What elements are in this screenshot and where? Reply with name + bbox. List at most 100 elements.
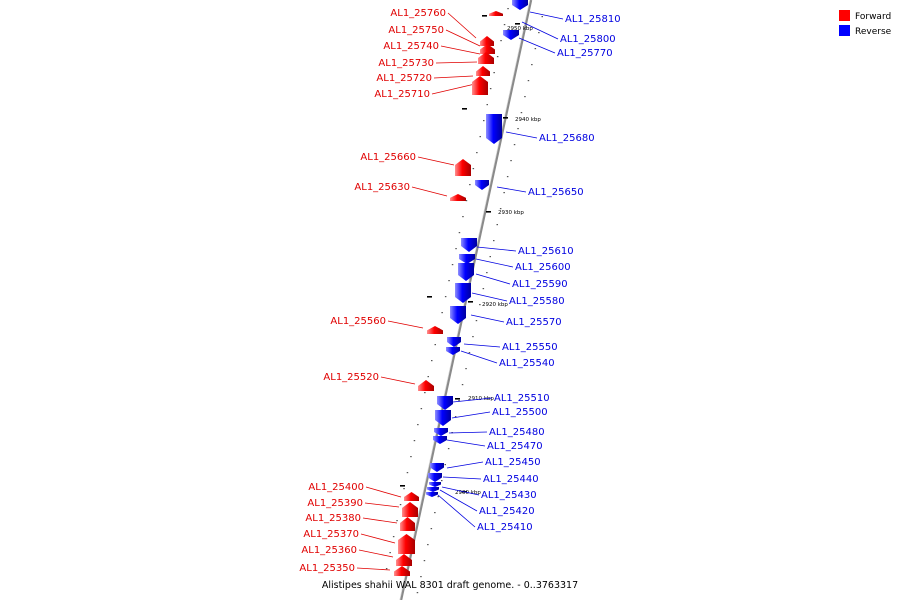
track-dot	[468, 352, 471, 354]
gene-forward-AL1_25750[interactable]	[480, 36, 494, 46]
track-dot	[458, 400, 460, 402]
gene-reverse-AL1_25540[interactable]	[437, 396, 453, 410]
gene-label-forward[interactable]: AL1_25400	[308, 482, 364, 493]
gene-reverse-AL1_25440[interactable]	[429, 482, 441, 487]
track-dot	[382, 584, 384, 586]
gene-reverse-AL1_25770[interactable]	[486, 114, 502, 144]
legend-forward-label: Forward	[855, 12, 891, 22]
track-dot	[531, 64, 533, 66]
gene-forward-AL1_25560[interactable]	[427, 326, 443, 334]
gene-reverse-AL1_25450[interactable]	[428, 473, 442, 482]
gene-forward-AL1_25660[interactable]	[455, 159, 471, 176]
leader-line-forward	[387, 320, 424, 329]
gene-reverse-AL1_25680[interactable]	[475, 180, 489, 190]
gene-label-reverse[interactable]: AL1_25800	[560, 34, 616, 45]
gene-label-reverse[interactable]: AL1_25600	[515, 262, 571, 273]
track-dot	[510, 160, 512, 162]
gene-label-reverse[interactable]: AL1_25480	[489, 427, 545, 438]
gene-label-forward[interactable]: AL1_25630	[354, 182, 410, 193]
track-dot	[427, 376, 429, 378]
gene-reverse-AL1_25810[interactable]	[512, 0, 528, 10]
track-dash	[515, 23, 520, 25]
gene-label-reverse[interactable]: AL1_25540	[499, 358, 555, 369]
gene-label-reverse[interactable]: AL1_25510	[494, 393, 550, 404]
track-dot	[520, 112, 523, 114]
gene-label-forward[interactable]: AL1_25390	[307, 498, 363, 509]
gene-reverse-AL1_25430[interactable]	[427, 487, 439, 492]
gene-label-forward[interactable]: AL1_25740	[383, 41, 439, 52]
gene-label-reverse[interactable]: AL1_25580	[509, 296, 565, 307]
gene-label-reverse[interactable]: AL1_25810	[565, 14, 621, 25]
gene-forward-AL1_25730[interactable]	[478, 52, 494, 64]
track-dot	[482, 288, 485, 290]
gene-label-forward[interactable]: AL1_25750	[388, 25, 444, 36]
gene-label-reverse[interactable]: AL1_25450	[485, 457, 541, 468]
gene-reverse-AL1_25420[interactable]	[426, 492, 438, 497]
gene-label-forward[interactable]: AL1_25380	[305, 513, 361, 524]
gene-label-forward[interactable]: AL1_25360	[301, 545, 357, 556]
track-dash	[468, 301, 473, 303]
gene-label-forward[interactable]: AL1_25560	[330, 316, 386, 327]
track-dot	[489, 88, 492, 90]
gene-label-reverse[interactable]: AL1_25680	[539, 133, 595, 144]
gene-forward-AL1_25350[interactable]	[394, 566, 410, 576]
gene-label-forward[interactable]: AL1_25720	[376, 73, 432, 84]
gene-label-forward[interactable]: AL1_25370	[303, 529, 359, 540]
gene-reverse-AL1_25650[interactable]	[461, 238, 477, 252]
track-dot	[458, 232, 461, 234]
gene-forward-AL1_25390[interactable]	[402, 502, 418, 517]
gene-reverse-AL1_25610[interactable]	[459, 254, 475, 264]
gene-forward-AL1_25710[interactable]	[472, 76, 488, 95]
gene-reverse-AL1_25590[interactable]	[455, 283, 471, 303]
gene-label-reverse[interactable]: AL1_25610	[518, 246, 574, 257]
gene-reverse-AL1_25510[interactable]	[435, 410, 451, 426]
leader-line-reverse	[475, 273, 511, 285]
gene-label-reverse[interactable]: AL1_25430	[481, 490, 537, 501]
gene-reverse-AL1_25470[interactable]	[430, 463, 444, 472]
track-dot	[483, 120, 485, 122]
gene-label-forward[interactable]: AL1_25710	[374, 89, 430, 100]
gene-forward-AL1_25400[interactable]	[404, 492, 419, 501]
gene-label-forward[interactable]: AL1_25730	[378, 58, 434, 69]
gene-label-forward[interactable]: AL1_25520	[323, 372, 379, 383]
gene-reverse-AL1_25580[interactable]	[450, 306, 466, 324]
track-dot	[447, 448, 450, 450]
leader-line-reverse	[471, 292, 508, 302]
gene-label-reverse[interactable]: AL1_25590	[512, 279, 568, 290]
gene-label-reverse[interactable]: AL1_25650	[528, 187, 584, 198]
genome-caption: Alistipes shahii WAL 8301 draft genome. …	[322, 580, 578, 591]
gene-forward-AL1_25740[interactable]	[480, 44, 495, 54]
gene-forward-AL1_25630[interactable]	[450, 194, 466, 201]
gene-label-reverse[interactable]: AL1_25500	[492, 407, 548, 418]
gene-forward-AL1_25380[interactable]	[400, 517, 415, 531]
gene-forward-AL1_25520[interactable]	[418, 380, 434, 391]
track-dot	[465, 368, 467, 370]
gene-reverse-AL1_25600[interactable]	[458, 263, 474, 281]
gene-reverse-AL1_25500[interactable]	[434, 428, 448, 436]
leader-line-reverse	[441, 486, 480, 496]
gene-label-forward[interactable]: AL1_25350	[299, 563, 355, 574]
gene-label-reverse[interactable]: AL1_25420	[479, 506, 535, 517]
gene-forward-AL1_25720[interactable]	[476, 66, 490, 76]
gene-label-reverse[interactable]: AL1_25440	[483, 474, 539, 485]
coordinate-tick-label: 2950 kbp	[507, 26, 533, 32]
gene-label-reverse[interactable]: AL1_25570	[506, 317, 562, 328]
gene-reverse-AL1_25550[interactable]	[446, 347, 460, 355]
gene-label-forward[interactable]: AL1_25760	[390, 8, 446, 19]
gene-reverse-AL1_25480[interactable]	[433, 436, 447, 444]
gene-label-reverse[interactable]: AL1_25470	[487, 441, 543, 452]
gene-label-forward[interactable]: AL1_25660	[360, 152, 416, 163]
gene-label-reverse[interactable]: AL1_25550	[502, 342, 558, 353]
leader-line-reverse	[470, 314, 505, 323]
gene-forward-AL1_25360[interactable]	[396, 554, 412, 566]
track-dot	[479, 136, 481, 138]
gene-label-reverse[interactable]: AL1_25770	[557, 48, 613, 59]
leader-line-forward	[380, 376, 416, 385]
gene-forward-AL1_25760[interactable]	[489, 11, 503, 16]
track-dot	[541, 16, 543, 18]
gene-label-reverse[interactable]: AL1_25410	[477, 522, 533, 533]
gene-reverse-AL1_25800[interactable]	[503, 30, 519, 40]
gene-reverse-AL1_25570[interactable]	[447, 337, 461, 347]
gene-forward-AL1_25370[interactable]	[398, 534, 415, 554]
